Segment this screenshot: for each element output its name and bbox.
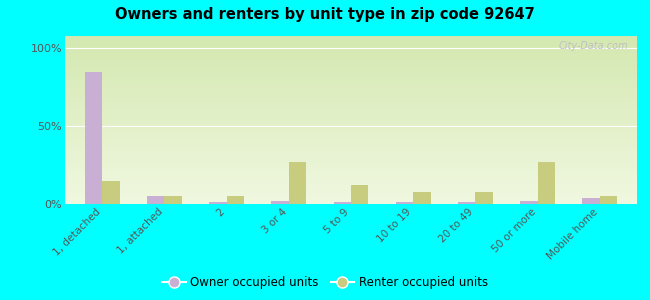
Bar xyxy=(538,162,555,204)
Text: Owners and renters by unit type in zip code 92647: Owners and renters by unit type in zip c… xyxy=(115,8,535,22)
Bar xyxy=(227,196,244,204)
Bar xyxy=(164,196,182,204)
Bar xyxy=(582,198,600,204)
Bar xyxy=(272,201,289,204)
Text: City-Data.com: City-Data.com xyxy=(559,41,629,51)
Bar xyxy=(600,196,617,204)
Bar xyxy=(396,202,413,204)
Bar xyxy=(147,196,164,204)
Bar xyxy=(102,181,120,204)
Bar xyxy=(458,202,475,204)
Bar xyxy=(413,192,430,204)
Legend: Owner occupied units, Renter occupied units: Owner occupied units, Renter occupied un… xyxy=(157,272,493,294)
Bar xyxy=(209,202,227,204)
Bar xyxy=(351,185,369,204)
Bar xyxy=(520,201,538,204)
Bar xyxy=(85,72,102,204)
Bar xyxy=(333,202,351,204)
Bar xyxy=(289,162,306,204)
Bar xyxy=(475,192,493,204)
